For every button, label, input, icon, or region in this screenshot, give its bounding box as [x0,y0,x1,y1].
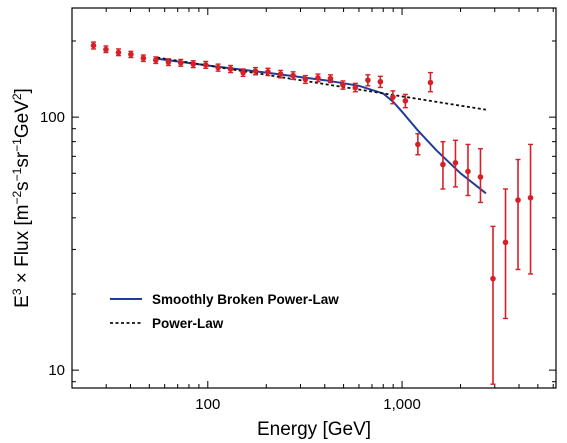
data-point [502,239,509,246]
data-point [477,174,484,180]
data-point [140,55,147,61]
fit-lines [157,56,487,195]
y-label-part: × Flux [m [12,205,33,289]
y-label-part: E [12,295,33,308]
data-point [215,64,221,71]
legend-label-power-law: Power-Law [152,316,224,331]
data-point [202,62,209,68]
data-point [227,66,234,72]
data-point [90,42,97,49]
y-label-sup: −2 [10,191,24,205]
data-point [427,79,434,86]
data-point [452,159,459,166]
data-point [290,72,296,79]
data-point [115,49,122,56]
data-point [465,168,471,175]
legend: Smoothly Broken Power-Law Power-Law [110,292,339,331]
data-point [390,94,396,100]
data-point [327,75,334,82]
data-point [302,76,309,83]
data-point [277,71,284,77]
data-point [515,197,521,203]
data-points [90,41,534,385]
data-point [402,98,409,104]
y-label-sup: 2 [10,93,24,100]
axis-tick-labels: 100 1,000 10 100 [40,109,421,413]
data-point [103,46,109,53]
data-point [190,61,197,67]
x-tick-label: 100 [195,396,220,413]
data-point [340,82,346,88]
data-point [415,141,421,148]
data-point [377,78,384,85]
data-point [527,194,534,201]
y-label-sup: −1 [10,167,24,181]
data-point [365,77,371,83]
x-tick-label: 1,000 [383,396,421,413]
y-label-part: s [12,181,33,191]
y-tick-label: 10 [48,362,65,379]
legend-label-broken-power-law: Smoothly Broken Power-Law [152,292,339,307]
y-tick-label: 100 [40,109,65,126]
data-point [440,161,446,168]
plot-frame [71,7,557,389]
data-point [315,75,321,81]
data-point [177,59,184,66]
data-point [128,51,134,58]
y-label-part: sr [12,151,33,168]
y-label-sup: −1 [10,138,24,152]
y-label-sup: 3 [10,288,24,295]
data-point [265,69,271,75]
data-point [240,69,246,76]
y-axis-label: E3 × Flux [m−2s−1sr−1GeV2] [10,88,33,308]
power-law-line [157,56,487,111]
data-point [252,68,259,74]
data-point [490,275,496,282]
axis-ticks [71,8,556,388]
broken-power-law-line [157,57,487,195]
y-label-part: ] [12,88,33,93]
x-axis-label: Energy [GeV] [257,419,371,440]
y-label-part: GeV [12,100,33,138]
data-point [165,59,172,65]
data-point [153,57,159,63]
data-point [352,84,359,91]
